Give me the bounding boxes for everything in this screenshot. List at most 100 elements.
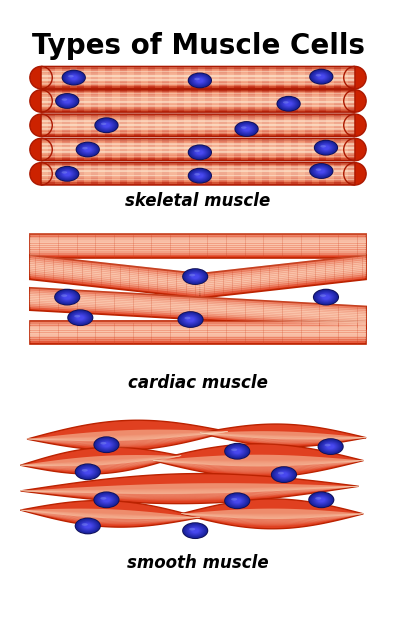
Bar	[255, 90, 262, 111]
Polygon shape	[153, 460, 364, 469]
Bar	[77, 139, 84, 160]
Polygon shape	[200, 273, 366, 295]
Ellipse shape	[322, 145, 331, 150]
Bar	[70, 139, 77, 160]
Ellipse shape	[228, 446, 246, 457]
Ellipse shape	[62, 171, 72, 177]
Polygon shape	[153, 460, 364, 471]
Bar	[148, 90, 155, 111]
Bar	[284, 90, 291, 111]
Bar	[41, 104, 355, 106]
Ellipse shape	[312, 165, 331, 177]
Bar	[41, 151, 355, 153]
Bar	[41, 128, 355, 130]
Bar	[41, 161, 355, 163]
Ellipse shape	[189, 274, 195, 277]
Bar	[41, 108, 355, 110]
Ellipse shape	[64, 71, 84, 84]
Ellipse shape	[318, 439, 343, 454]
Ellipse shape	[316, 291, 335, 303]
Ellipse shape	[320, 144, 332, 151]
Ellipse shape	[190, 170, 210, 182]
Bar	[84, 115, 91, 136]
Bar	[269, 139, 276, 160]
Polygon shape	[153, 460, 364, 461]
Polygon shape	[27, 431, 228, 446]
Ellipse shape	[81, 468, 95, 476]
Ellipse shape	[69, 310, 92, 325]
Polygon shape	[181, 513, 364, 519]
Bar	[298, 163, 305, 185]
Ellipse shape	[320, 440, 341, 453]
Bar	[112, 139, 120, 160]
Ellipse shape	[71, 312, 89, 323]
Ellipse shape	[234, 121, 259, 137]
Bar	[41, 113, 355, 115]
Polygon shape	[27, 429, 228, 441]
Bar	[212, 139, 219, 160]
Ellipse shape	[191, 170, 209, 181]
Ellipse shape	[64, 172, 70, 176]
Ellipse shape	[195, 172, 205, 179]
Ellipse shape	[279, 98, 298, 110]
Ellipse shape	[77, 520, 99, 533]
Ellipse shape	[317, 74, 326, 80]
Bar	[155, 90, 162, 111]
Ellipse shape	[310, 69, 333, 84]
Ellipse shape	[78, 466, 98, 478]
Bar	[219, 90, 227, 111]
Ellipse shape	[59, 168, 76, 179]
Bar	[41, 67, 48, 88]
Ellipse shape	[237, 123, 256, 135]
Polygon shape	[21, 486, 359, 493]
Ellipse shape	[312, 495, 330, 505]
Ellipse shape	[81, 145, 95, 154]
Bar	[98, 90, 105, 111]
Bar	[234, 139, 241, 160]
Bar	[312, 90, 319, 111]
Bar	[41, 114, 355, 116]
Polygon shape	[21, 501, 200, 527]
Bar	[41, 142, 355, 143]
Bar	[298, 139, 305, 160]
Polygon shape	[30, 233, 366, 258]
Polygon shape	[30, 246, 366, 249]
Polygon shape	[21, 447, 181, 474]
Ellipse shape	[95, 438, 117, 451]
Polygon shape	[30, 299, 366, 321]
Bar	[41, 87, 355, 89]
Ellipse shape	[320, 294, 326, 297]
Polygon shape	[21, 486, 359, 495]
Ellipse shape	[310, 493, 333, 507]
Bar	[105, 139, 112, 160]
Ellipse shape	[192, 528, 199, 533]
Bar	[91, 163, 98, 185]
Bar	[41, 124, 355, 126]
Ellipse shape	[321, 294, 331, 300]
Bar	[41, 152, 355, 154]
Ellipse shape	[194, 172, 206, 179]
Polygon shape	[200, 254, 366, 276]
Bar	[41, 143, 355, 145]
Bar	[41, 163, 48, 185]
Ellipse shape	[99, 121, 114, 130]
Ellipse shape	[316, 497, 326, 503]
Ellipse shape	[66, 73, 81, 83]
Polygon shape	[27, 431, 228, 439]
Polygon shape	[21, 486, 359, 498]
Bar	[112, 163, 120, 185]
Bar	[333, 163, 341, 185]
Bar	[41, 148, 355, 150]
Bar	[298, 115, 305, 136]
Ellipse shape	[182, 314, 199, 325]
Bar	[298, 67, 305, 88]
Polygon shape	[30, 273, 200, 295]
Polygon shape	[200, 258, 366, 280]
Bar	[227, 67, 234, 88]
Polygon shape	[30, 304, 366, 326]
Ellipse shape	[191, 75, 209, 86]
Bar	[41, 69, 355, 70]
Polygon shape	[30, 254, 366, 257]
Ellipse shape	[186, 525, 205, 536]
Ellipse shape	[280, 472, 288, 477]
